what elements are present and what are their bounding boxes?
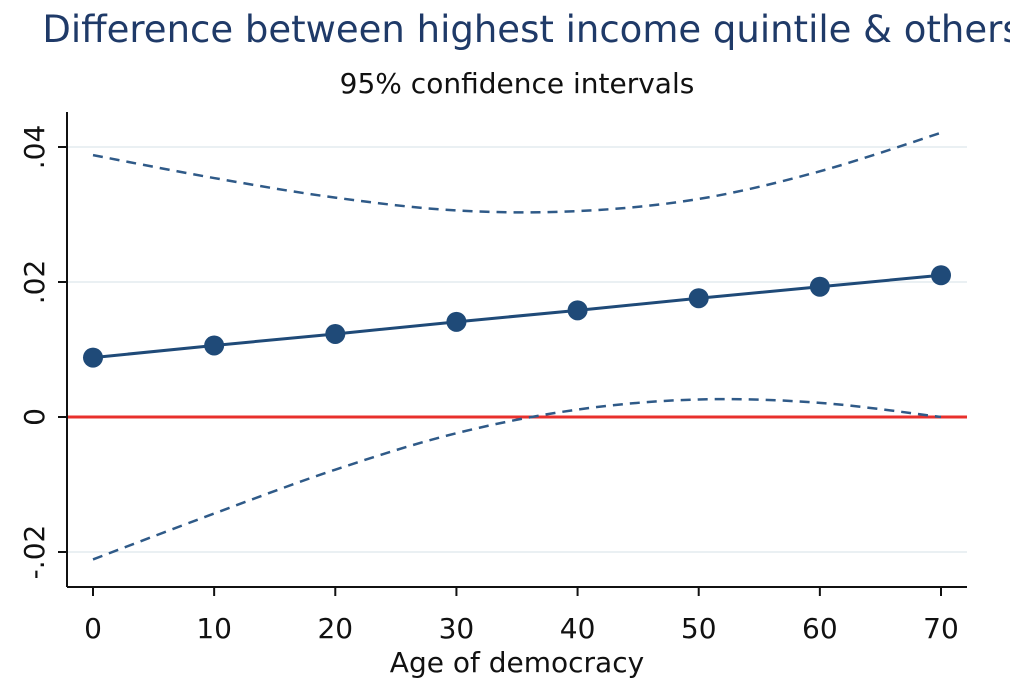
estimate-point [83, 347, 103, 368]
x-tick-label: 20 [317, 612, 353, 645]
y-tick-label: .02 [18, 260, 51, 305]
estimate-point [325, 323, 346, 344]
estimate-point [931, 265, 951, 286]
estimate-line [92, 273, 942, 360]
y-tick-label: .04 [18, 125, 51, 170]
y-tick-label: -.02 [18, 525, 51, 580]
estimate-point [567, 300, 588, 321]
tick-labels: -.02 0 .02 .04 0 10 20 30 40 50 60 70 [18, 125, 959, 645]
estimate-point [446, 311, 467, 332]
x-tick-label: 30 [439, 612, 475, 645]
estimate-point [688, 288, 709, 309]
x-tick-label: 40 [560, 612, 596, 645]
x-tick-label: 10 [196, 612, 232, 645]
x-tick-label: 0 [84, 612, 102, 645]
series-layer [83, 131, 951, 561]
x-tick-label: 60 [802, 612, 838, 645]
axes [58, 112, 967, 596]
estimate-point [809, 276, 830, 297]
upper-ci-line [92, 131, 942, 214]
estimate-point [204, 335, 225, 356]
x-tick-label: 50 [681, 612, 717, 645]
grid-lines [67, 146, 967, 553]
x-axis-title: Age of democracy [390, 646, 644, 679]
y-tick-label: 0 [18, 408, 51, 426]
x-tick-label: 70 [923, 612, 959, 645]
chart-subtitle: 95% confidence intervals [340, 67, 695, 100]
chart-title: Difference between highest income quinti… [42, 8, 1010, 51]
lower-ci-line [92, 397, 942, 561]
